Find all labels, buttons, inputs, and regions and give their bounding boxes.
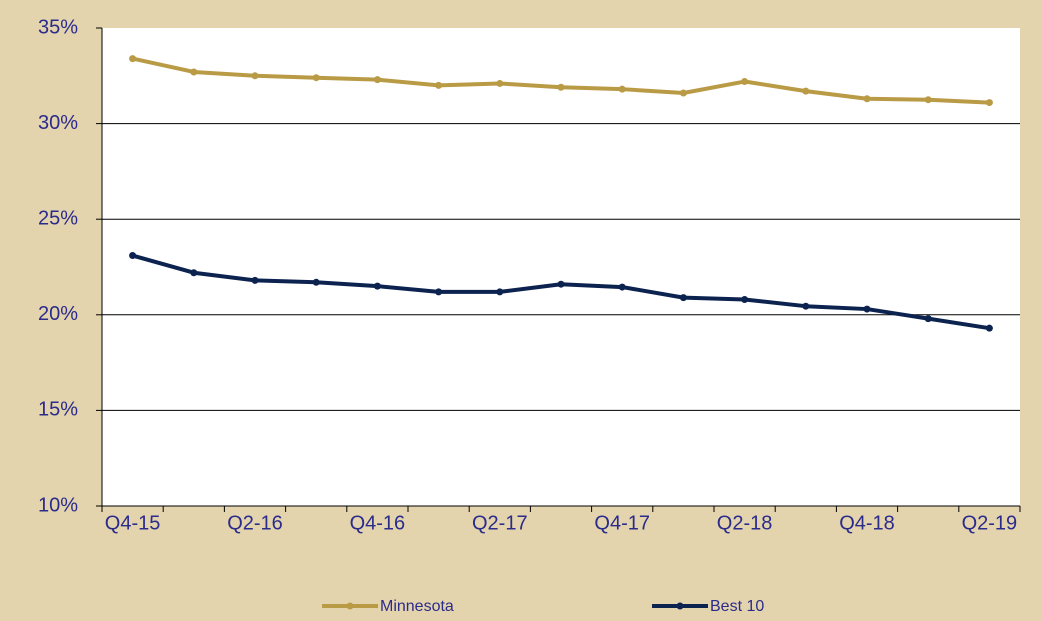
marker (312, 74, 320, 82)
legend-marker (676, 602, 684, 610)
marker (863, 305, 871, 313)
marker (863, 95, 871, 103)
x-tick-label: Q2-19 (962, 512, 1018, 534)
x-tick-label: Q4-18 (839, 512, 895, 534)
marker (618, 283, 626, 291)
marker (557, 83, 565, 91)
marker (435, 288, 443, 296)
marker (496, 79, 504, 87)
marker (373, 76, 381, 84)
marker (802, 302, 810, 310)
x-tick-label: Q4-17 (594, 512, 650, 534)
x-tick-label: Q2-17 (472, 512, 528, 534)
plot-area (102, 28, 1020, 506)
legend-label: Minnesota (380, 598, 454, 615)
legend-label: Best 10 (710, 598, 764, 615)
marker (985, 99, 993, 107)
marker (741, 296, 749, 304)
marker (190, 68, 198, 76)
marker (679, 294, 687, 302)
x-tick-label: Q2-18 (717, 512, 773, 534)
y-tick-label: 10% (38, 494, 78, 516)
x-tick-label: Q4-15 (105, 512, 161, 534)
marker (985, 324, 993, 332)
marker (312, 278, 320, 286)
marker (251, 72, 259, 80)
marker (618, 85, 626, 93)
x-tick-label: Q2-16 (227, 512, 283, 534)
y-tick-label: 25% (38, 207, 78, 229)
marker (679, 89, 687, 97)
y-tick-label: 20% (38, 303, 78, 325)
marker (373, 282, 381, 290)
legend-marker (346, 602, 354, 610)
y-tick-label: 30% (38, 112, 78, 134)
y-tick-label: 15% (38, 399, 78, 421)
marker (190, 269, 198, 277)
y-tick-label: 35% (38, 16, 78, 38)
marker (251, 276, 259, 284)
marker (129, 55, 137, 63)
marker (129, 252, 137, 260)
x-tick-label: Q4-16 (350, 512, 406, 534)
marker (435, 81, 443, 89)
marker (802, 87, 810, 95)
marker (557, 280, 565, 288)
marker (496, 288, 504, 296)
marker (924, 96, 932, 104)
marker (741, 78, 749, 86)
marker (924, 315, 932, 323)
